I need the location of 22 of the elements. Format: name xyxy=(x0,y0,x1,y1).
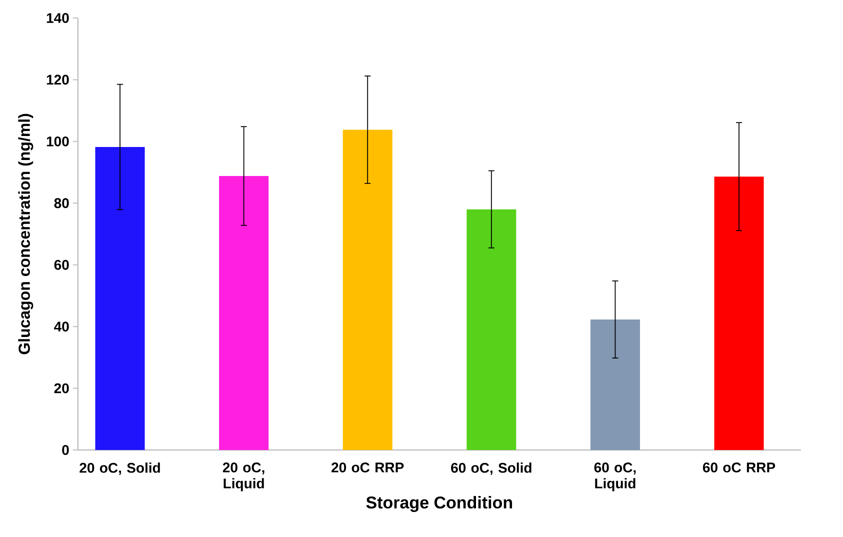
x-tick-label: 60 oC, Solid xyxy=(451,462,532,475)
y-tick-label: 20 xyxy=(54,383,69,394)
x-tick-label: 60 oC RRP xyxy=(702,462,776,472)
y-tick-label: 40 xyxy=(54,322,69,332)
y-axis-title: Glucagon concentration (ng/ml) xyxy=(18,114,34,354)
x-tick-label: 60 oC, Liquid xyxy=(594,462,636,492)
bar xyxy=(590,319,640,450)
bar xyxy=(342,130,392,450)
bar xyxy=(714,176,764,450)
x-axis-title: Storage Condition xyxy=(366,496,512,512)
x-tick-label: 20 oC RRP xyxy=(332,462,404,472)
x-tick-label: 20 oC, Liquid xyxy=(222,462,264,492)
y-tick-label: 0 xyxy=(62,445,69,455)
x-tick-label: 20 oC, Solid xyxy=(80,462,160,475)
y-tick-label: 100 xyxy=(46,136,69,146)
y-tick-label: 80 xyxy=(54,198,69,208)
bar xyxy=(466,209,516,450)
bar xyxy=(95,146,145,450)
y-tick-label: 120 xyxy=(46,74,69,85)
y-tick-label: 60 xyxy=(54,260,69,270)
y-tick-label: 140 xyxy=(46,13,69,23)
bar xyxy=(219,176,269,450)
